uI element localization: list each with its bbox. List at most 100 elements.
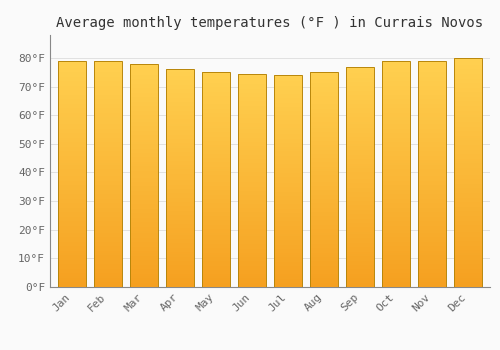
Bar xyxy=(238,270,266,272)
Bar xyxy=(382,253,410,255)
Bar xyxy=(454,127,482,129)
Bar xyxy=(454,177,482,179)
Bar xyxy=(94,278,122,280)
Bar xyxy=(130,227,158,229)
Bar xyxy=(94,169,122,172)
Bar xyxy=(238,217,266,219)
Bar xyxy=(454,143,482,145)
Bar xyxy=(130,88,158,90)
Bar xyxy=(382,285,410,287)
Bar xyxy=(202,141,230,143)
Bar xyxy=(238,180,266,182)
Bar xyxy=(382,92,410,95)
Bar xyxy=(310,160,338,162)
Bar xyxy=(202,268,230,270)
Bar xyxy=(454,269,482,271)
Bar xyxy=(202,233,230,236)
Bar xyxy=(94,106,122,108)
Bar xyxy=(58,169,86,172)
Bar xyxy=(310,119,338,122)
Bar xyxy=(94,156,122,158)
Bar xyxy=(58,165,86,167)
Bar xyxy=(238,236,266,238)
Bar xyxy=(454,149,482,152)
Bar xyxy=(202,117,230,119)
Bar xyxy=(274,236,302,238)
Bar xyxy=(346,95,374,97)
Bar xyxy=(274,202,302,204)
Bar xyxy=(346,69,374,71)
Bar xyxy=(166,124,194,126)
Bar xyxy=(202,203,230,205)
Bar xyxy=(382,273,410,276)
Bar xyxy=(346,270,374,272)
Bar xyxy=(94,192,122,194)
Bar xyxy=(130,151,158,153)
Bar xyxy=(202,83,230,85)
Bar xyxy=(346,111,374,113)
Bar xyxy=(130,70,158,72)
Bar xyxy=(346,159,374,161)
Bar xyxy=(274,268,302,270)
Bar xyxy=(382,181,410,183)
Bar xyxy=(94,160,122,162)
Bar xyxy=(130,137,158,140)
Bar xyxy=(454,65,482,67)
Bar xyxy=(166,233,194,235)
Bar xyxy=(58,176,86,178)
Bar xyxy=(166,78,194,80)
Bar xyxy=(382,226,410,228)
Bar xyxy=(346,260,374,263)
Bar xyxy=(454,152,482,154)
Bar xyxy=(238,155,266,157)
Bar xyxy=(94,138,122,140)
Bar xyxy=(418,124,446,126)
Bar xyxy=(166,237,194,239)
Bar xyxy=(94,131,122,133)
Bar xyxy=(166,196,194,198)
Bar xyxy=(310,139,338,141)
Bar xyxy=(202,184,230,186)
Bar xyxy=(202,121,230,124)
Bar xyxy=(58,151,86,154)
Bar xyxy=(274,130,302,132)
Bar xyxy=(94,79,122,81)
Bar xyxy=(130,198,158,200)
Bar xyxy=(238,163,266,166)
Bar xyxy=(94,215,122,217)
Bar xyxy=(238,204,266,206)
Bar xyxy=(58,129,86,131)
Bar xyxy=(166,283,194,285)
Bar xyxy=(94,65,122,68)
Bar xyxy=(310,154,338,156)
Bar xyxy=(346,75,374,77)
Bar xyxy=(382,97,410,99)
Bar xyxy=(310,130,338,132)
Bar xyxy=(310,223,338,225)
Bar xyxy=(274,249,302,251)
Bar xyxy=(238,144,266,146)
Bar xyxy=(58,142,86,145)
Bar xyxy=(454,211,482,214)
Bar xyxy=(418,83,446,86)
Bar xyxy=(346,179,374,181)
Bar xyxy=(94,172,122,174)
Bar xyxy=(94,251,122,253)
Bar xyxy=(418,181,446,183)
Bar xyxy=(94,95,122,97)
Bar xyxy=(238,116,266,118)
Bar xyxy=(454,166,482,168)
Bar xyxy=(274,261,302,264)
Bar xyxy=(238,285,266,287)
Bar xyxy=(58,222,86,224)
Bar xyxy=(454,111,482,113)
Bar xyxy=(238,168,266,170)
Bar xyxy=(94,86,122,88)
Bar xyxy=(274,92,302,94)
Bar xyxy=(130,169,158,171)
Bar xyxy=(202,223,230,225)
Bar xyxy=(274,141,302,143)
Bar xyxy=(94,226,122,228)
Bar xyxy=(418,176,446,178)
Bar xyxy=(310,259,338,261)
